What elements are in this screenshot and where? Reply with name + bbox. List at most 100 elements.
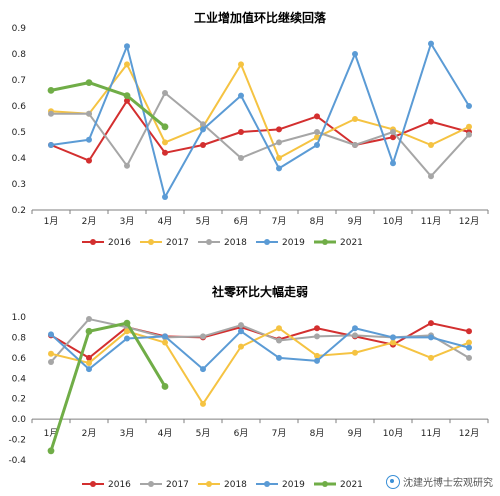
data-point — [466, 328, 472, 335]
data-point — [124, 43, 130, 50]
data-point — [428, 173, 434, 180]
data-point — [86, 316, 92, 323]
data-point — [48, 331, 54, 338]
data-point — [200, 333, 206, 340]
x-tick-label: 11月 — [421, 216, 441, 227]
y-tick-label: 0.8 — [12, 50, 27, 60]
y-tick-label: 0.0 — [12, 415, 27, 425]
x-tick-label: 7月 — [272, 428, 287, 439]
data-point — [86, 110, 92, 117]
data-point — [47, 87, 55, 94]
data-point — [162, 149, 168, 156]
data-point — [352, 142, 358, 148]
x-tick-label: 9月 — [348, 216, 363, 227]
data-point — [276, 139, 282, 146]
y-tick-label: 0.4 — [12, 374, 27, 384]
data-point — [161, 383, 169, 390]
series-2021 — [47, 319, 169, 455]
series-line-2021 — [50, 81, 166, 128]
data-point — [428, 142, 434, 148]
data-point — [314, 352, 320, 359]
data-point — [123, 319, 131, 327]
y-tick-label: 0.7 — [12, 76, 26, 86]
series-2021 — [47, 79, 169, 131]
series-2018 — [48, 325, 472, 407]
legend-marker — [148, 239, 154, 245]
retail-sales-chart: 社零环比大幅走弱 -0.4 -0.2 0.0 0.2 0.4 0.6 0.8 1.0 1月 2月 3月… — [8, 284, 489, 490]
series-2019 — [48, 325, 472, 373]
legend-marker — [206, 239, 212, 245]
legend-label: 2017 — [166, 238, 189, 248]
data-point — [238, 343, 244, 350]
legend-item-2018: 2018 — [198, 480, 247, 490]
x-tick-label: 10月 — [383, 216, 403, 227]
x-tick-label: 4月 — [158, 216, 173, 227]
data-point — [390, 339, 396, 346]
legend-marker — [148, 481, 154, 487]
data-point — [238, 322, 244, 329]
data-point — [466, 123, 472, 130]
legend-item-2021: 2021 — [314, 238, 363, 248]
data-point — [123, 92, 131, 99]
y-tick-label: 0.6 — [12, 354, 27, 364]
series-line-2017 — [50, 63, 470, 159]
watermark: 沈建光博士宏观研究 — [383, 473, 496, 490]
data-point — [86, 354, 92, 361]
legend-item-2017: 2017 — [140, 480, 189, 490]
data-point — [238, 155, 244, 161]
legend-marker — [264, 239, 270, 245]
x-tick-label: 1月 — [44, 428, 59, 439]
y-tick-label: 0.5 — [12, 128, 26, 138]
data-point — [162, 333, 168, 340]
data-point — [124, 335, 130, 342]
x-tick-label: 9月 — [348, 428, 363, 439]
data-point — [276, 126, 282, 133]
data-point — [238, 129, 244, 135]
y-tick-label: 0.4 — [12, 154, 27, 164]
legend-label: 2018 — [224, 480, 247, 490]
data-point — [200, 142, 206, 148]
legend-marker — [264, 481, 270, 487]
watermark-text: 沈建光博士宏观研究 — [403, 478, 493, 489]
data-point — [428, 40, 434, 47]
data-point — [200, 366, 206, 373]
data-point — [162, 194, 168, 200]
y-tick-label: 0.2 — [12, 206, 26, 216]
x-tick-label: 5月 — [196, 428, 211, 439]
y-tick-label: 0.2 — [12, 395, 26, 405]
x-tick-label: 3月 — [120, 428, 135, 439]
legend-item-2017: 2017 — [140, 238, 189, 248]
legend-item-2016: 2016 — [82, 238, 131, 248]
series-line-2018 — [51, 92, 470, 178]
legend-label: 2018 — [224, 238, 247, 248]
data-point — [200, 126, 206, 133]
x-tick-label: 2月 — [82, 428, 97, 439]
legend-marker — [322, 239, 328, 245]
data-point — [85, 79, 93, 86]
x-tick-label: 2月 — [82, 216, 97, 227]
data-point — [314, 129, 320, 135]
data-point — [390, 129, 396, 135]
legend-marker — [90, 239, 96, 245]
data-point — [124, 97, 130, 104]
legend-label: 2017 — [166, 480, 189, 490]
series-line-2021 — [49, 321, 167, 452]
legend-label: 2016 — [108, 480, 131, 490]
chart-title: 社零环比大幅走弱 — [211, 284, 308, 299]
series-line-2019 — [50, 42, 470, 198]
data-point — [428, 118, 434, 125]
x-tick-label: 12月 — [459, 428, 479, 439]
x-tick-label: 7月 — [272, 216, 287, 227]
data-point — [314, 333, 320, 340]
data-point — [48, 350, 54, 357]
series-line-2016 — [50, 322, 470, 359]
data-point — [466, 354, 472, 361]
x-tick-label: 4月 — [158, 428, 173, 439]
data-point — [48, 110, 54, 117]
data-point — [200, 121, 206, 128]
x-tick-label: 8月 — [310, 428, 325, 439]
x-tick-label: 3月 — [120, 216, 135, 227]
data-point — [352, 332, 358, 339]
y-tick-label: 0.8 — [12, 333, 27, 343]
data-point — [314, 142, 320, 148]
